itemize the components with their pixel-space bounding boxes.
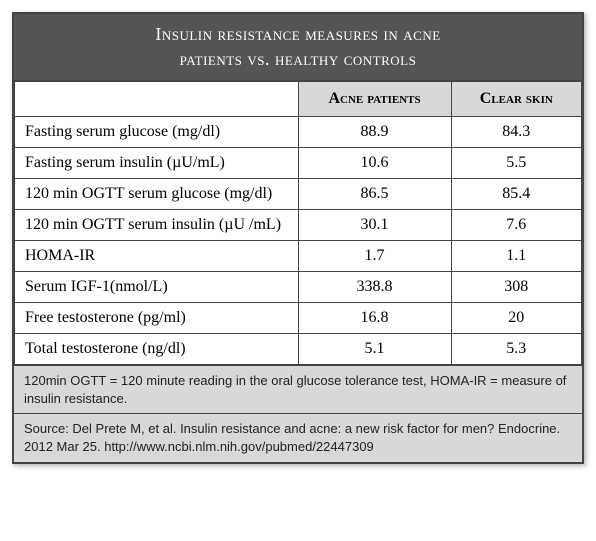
measure-cell: HOMA-IR: [15, 241, 299, 272]
table-source: Source: Del Prete M, et al. Insulin resi…: [14, 413, 582, 461]
value-cell: 10.6: [298, 148, 451, 179]
value-cell: 84.3: [451, 117, 581, 148]
value-cell: 30.1: [298, 210, 451, 241]
table-row: Total testosterone (ng/dl) 5.1 5.3: [15, 334, 582, 365]
value-cell: 338.8: [298, 272, 451, 303]
table-row: Fasting serum glucose (mg/dl) 88.9 84.3: [15, 117, 582, 148]
title-line-2: patients vs. healthy controls: [180, 49, 417, 69]
measure-cell: Fasting serum glucose (mg/dl): [15, 117, 299, 148]
table-row: Fasting serum insulin (µU/mL) 10.6 5.5: [15, 148, 582, 179]
value-cell: 86.5: [298, 179, 451, 210]
measure-cell: Fasting serum insulin (µU/mL): [15, 148, 299, 179]
table-body: Fasting serum glucose (mg/dl) 88.9 84.3 …: [15, 117, 582, 365]
measure-cell: Free testosterone (pg/ml): [15, 303, 299, 334]
value-cell: 1.7: [298, 241, 451, 272]
value-cell: 88.9: [298, 117, 451, 148]
table-row: 120 min OGTT serum glucose (mg/dl) 86.5 …: [15, 179, 582, 210]
measure-cell: 120 min OGTT serum glucose (mg/dl): [15, 179, 299, 210]
column-header-row: Acne patients Clear skin: [15, 82, 582, 117]
table-title: Insulin resistance measures in acne pati…: [14, 14, 582, 81]
measure-cell: 120 min OGTT serum insulin (µU /mL): [15, 210, 299, 241]
data-table-container: Insulin resistance measures in acne pati…: [12, 12, 584, 464]
table-row: HOMA-IR 1.7 1.1: [15, 241, 582, 272]
column-header-acne: Acne patients: [298, 82, 451, 117]
value-cell: 5.3: [451, 334, 581, 365]
table-row: Free testosterone (pg/ml) 16.8 20: [15, 303, 582, 334]
table-row: 120 min OGTT serum insulin (µU /mL) 30.1…: [15, 210, 582, 241]
value-cell: 20: [451, 303, 581, 334]
value-cell: 5.5: [451, 148, 581, 179]
value-cell: 308: [451, 272, 581, 303]
value-cell: 1.1: [451, 241, 581, 272]
value-cell: 7.6: [451, 210, 581, 241]
value-cell: 85.4: [451, 179, 581, 210]
measure-cell: Total testosterone (ng/dl): [15, 334, 299, 365]
column-header-clear: Clear skin: [451, 82, 581, 117]
column-header-blank: [15, 82, 299, 117]
measure-cell: Serum IGF-1(nmol/L): [15, 272, 299, 303]
value-cell: 5.1: [298, 334, 451, 365]
value-cell: 16.8: [298, 303, 451, 334]
data-table: Acne patients Clear skin Fasting serum g…: [14, 81, 582, 365]
title-line-1: Insulin resistance measures in acne: [155, 24, 440, 44]
table-row: Serum IGF-1(nmol/L) 338.8 308: [15, 272, 582, 303]
table-footnote: 120min OGTT = 120 minute reading in the …: [14, 365, 582, 413]
